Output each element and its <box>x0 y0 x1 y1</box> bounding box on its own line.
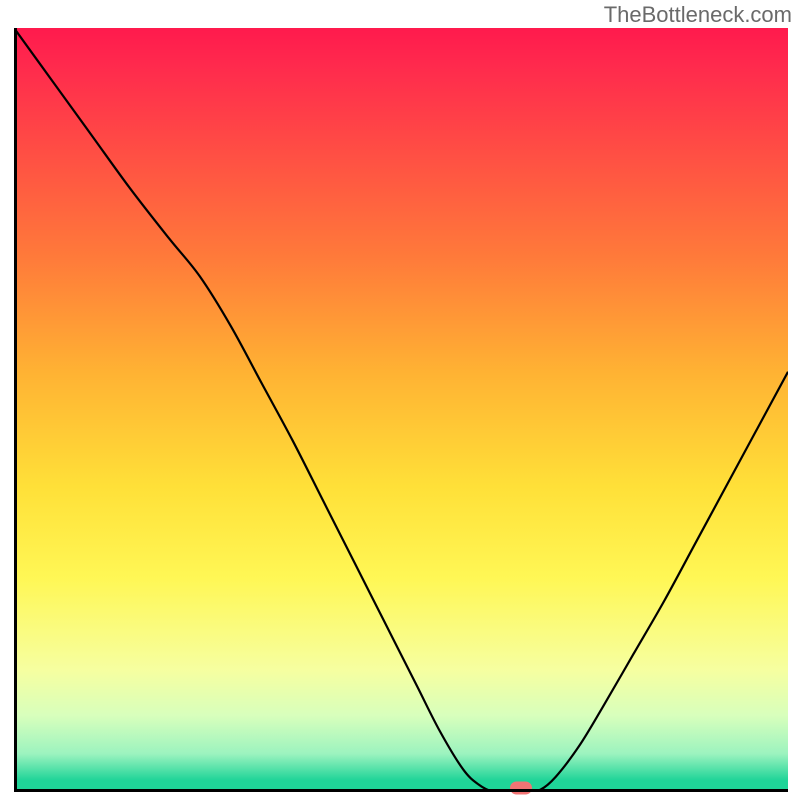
x-axis-line <box>14 789 788 792</box>
y-axis-line <box>14 28 17 792</box>
bottleneck-curve <box>14 28 788 792</box>
figure-frame: TheBottleneck.com <box>0 0 800 800</box>
plot-area <box>14 28 788 792</box>
watermark-text: TheBottleneck.com <box>604 2 792 28</box>
